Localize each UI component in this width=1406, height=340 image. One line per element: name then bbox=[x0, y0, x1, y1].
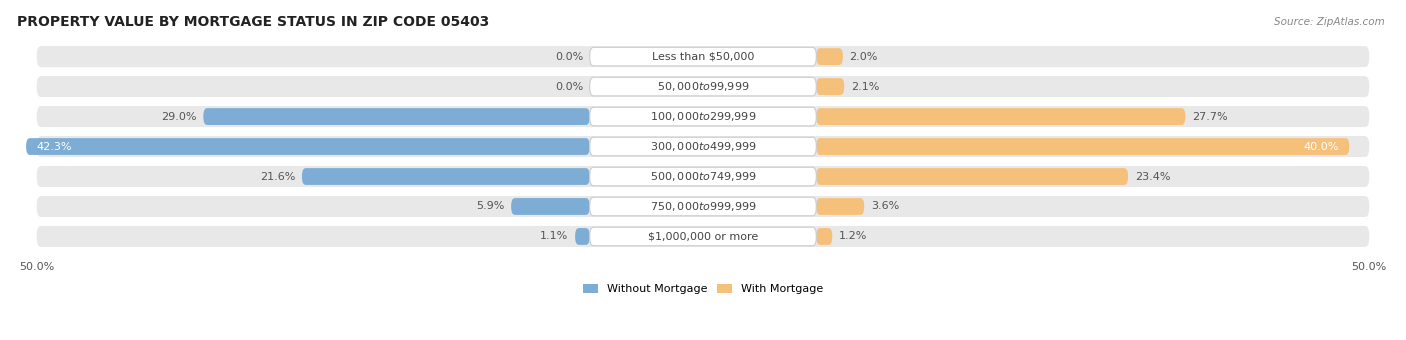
FancyBboxPatch shape bbox=[817, 48, 844, 65]
FancyBboxPatch shape bbox=[204, 108, 589, 125]
FancyBboxPatch shape bbox=[37, 166, 1369, 187]
FancyBboxPatch shape bbox=[817, 138, 1350, 155]
Text: $750,000 to $999,999: $750,000 to $999,999 bbox=[650, 200, 756, 213]
FancyBboxPatch shape bbox=[37, 136, 1369, 157]
FancyBboxPatch shape bbox=[589, 47, 817, 66]
FancyBboxPatch shape bbox=[37, 76, 1369, 97]
FancyBboxPatch shape bbox=[37, 106, 1369, 127]
FancyBboxPatch shape bbox=[575, 228, 589, 245]
Text: 23.4%: 23.4% bbox=[1135, 171, 1170, 182]
Text: 21.6%: 21.6% bbox=[260, 171, 295, 182]
FancyBboxPatch shape bbox=[37, 226, 1369, 247]
Text: 3.6%: 3.6% bbox=[870, 202, 900, 211]
Text: 2.0%: 2.0% bbox=[849, 52, 877, 62]
FancyBboxPatch shape bbox=[589, 167, 817, 186]
FancyBboxPatch shape bbox=[817, 168, 1128, 185]
FancyBboxPatch shape bbox=[512, 198, 589, 215]
FancyBboxPatch shape bbox=[37, 196, 1369, 217]
Text: Source: ZipAtlas.com: Source: ZipAtlas.com bbox=[1274, 17, 1385, 27]
FancyBboxPatch shape bbox=[589, 197, 817, 216]
FancyBboxPatch shape bbox=[589, 107, 817, 126]
FancyBboxPatch shape bbox=[817, 78, 844, 95]
Text: $500,000 to $749,999: $500,000 to $749,999 bbox=[650, 170, 756, 183]
Text: 29.0%: 29.0% bbox=[162, 112, 197, 122]
FancyBboxPatch shape bbox=[589, 137, 817, 156]
Text: $1,000,000 or more: $1,000,000 or more bbox=[648, 232, 758, 241]
Text: 0.0%: 0.0% bbox=[555, 82, 583, 91]
FancyBboxPatch shape bbox=[817, 228, 832, 245]
Text: $100,000 to $299,999: $100,000 to $299,999 bbox=[650, 110, 756, 123]
Text: $50,000 to $99,999: $50,000 to $99,999 bbox=[657, 80, 749, 93]
FancyBboxPatch shape bbox=[37, 46, 1369, 67]
Text: $300,000 to $499,999: $300,000 to $499,999 bbox=[650, 140, 756, 153]
Text: 1.1%: 1.1% bbox=[540, 232, 568, 241]
Text: 1.2%: 1.2% bbox=[839, 232, 868, 241]
Text: 0.0%: 0.0% bbox=[555, 52, 583, 62]
Text: 42.3%: 42.3% bbox=[37, 141, 72, 152]
FancyBboxPatch shape bbox=[302, 168, 589, 185]
FancyBboxPatch shape bbox=[589, 77, 817, 96]
Text: 5.9%: 5.9% bbox=[477, 202, 505, 211]
Text: 2.1%: 2.1% bbox=[851, 82, 879, 91]
Text: PROPERTY VALUE BY MORTGAGE STATUS IN ZIP CODE 05403: PROPERTY VALUE BY MORTGAGE STATUS IN ZIP… bbox=[17, 15, 489, 29]
FancyBboxPatch shape bbox=[817, 108, 1185, 125]
Legend: Without Mortgage, With Mortgage: Without Mortgage, With Mortgage bbox=[578, 279, 828, 299]
Text: 27.7%: 27.7% bbox=[1192, 112, 1227, 122]
FancyBboxPatch shape bbox=[589, 227, 817, 246]
Text: Less than $50,000: Less than $50,000 bbox=[652, 52, 754, 62]
FancyBboxPatch shape bbox=[27, 138, 589, 155]
FancyBboxPatch shape bbox=[817, 198, 865, 215]
Text: 40.0%: 40.0% bbox=[1303, 141, 1339, 152]
